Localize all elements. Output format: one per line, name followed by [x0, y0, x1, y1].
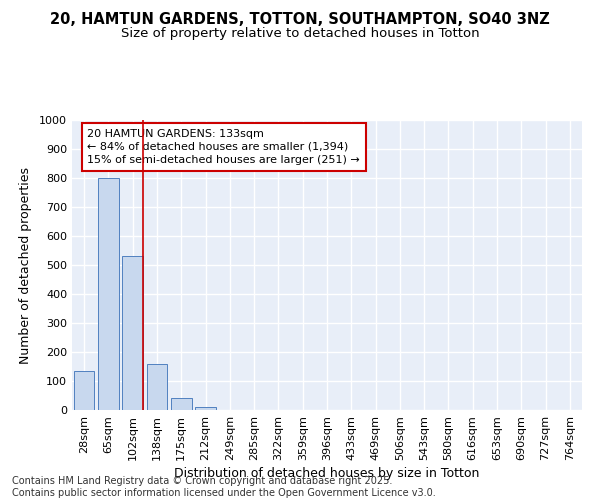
- Text: Size of property relative to detached houses in Totton: Size of property relative to detached ho…: [121, 28, 479, 40]
- Bar: [195, 406, 216, 410]
- Bar: [122, 256, 143, 410]
- Text: 20 HAMTUN GARDENS: 133sqm
← 84% of detached houses are smaller (1,394)
15% of se: 20 HAMTUN GARDENS: 133sqm ← 84% of detac…: [88, 128, 360, 165]
- Bar: [146, 364, 167, 410]
- Bar: [74, 371, 94, 410]
- Bar: [98, 178, 119, 410]
- Text: 20, HAMTUN GARDENS, TOTTON, SOUTHAMPTON, SO40 3NZ: 20, HAMTUN GARDENS, TOTTON, SOUTHAMPTON,…: [50, 12, 550, 28]
- Bar: [171, 398, 191, 410]
- X-axis label: Distribution of detached houses by size in Totton: Distribution of detached houses by size …: [175, 467, 479, 480]
- Y-axis label: Number of detached properties: Number of detached properties: [19, 166, 32, 364]
- Text: Contains HM Land Registry data © Crown copyright and database right 2025.
Contai: Contains HM Land Registry data © Crown c…: [12, 476, 436, 498]
